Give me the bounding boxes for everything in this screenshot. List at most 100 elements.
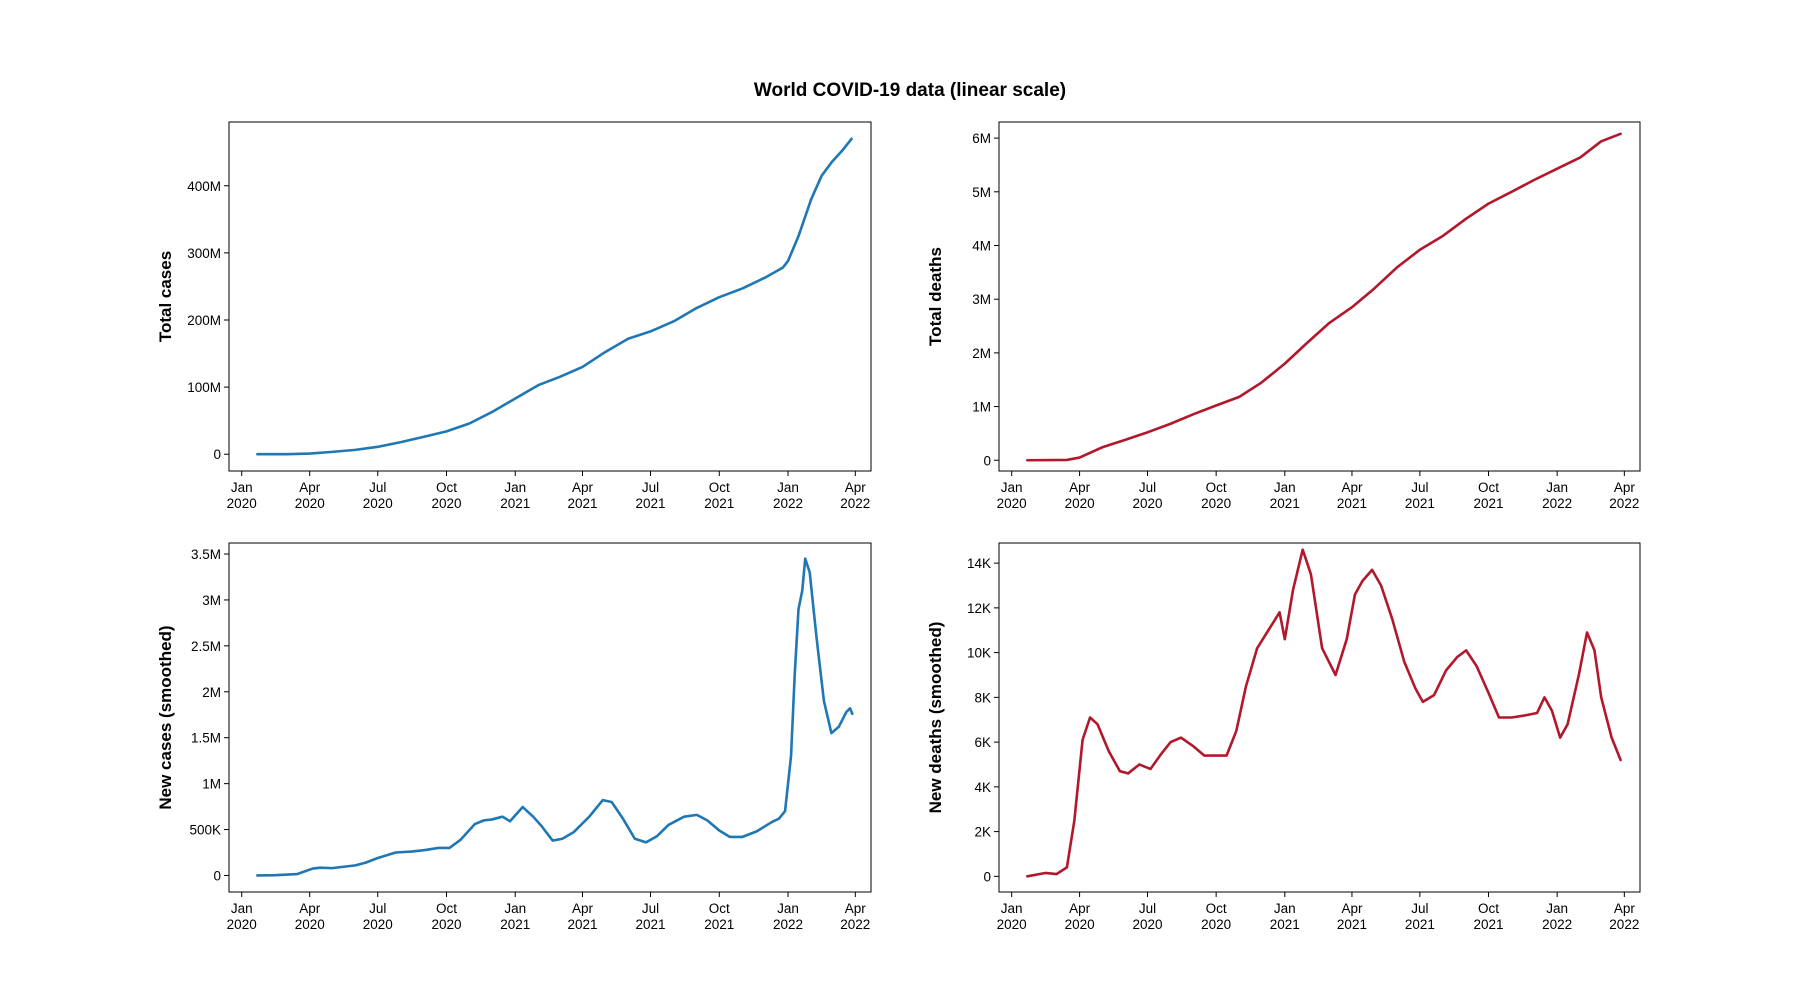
chart-top-right-frame (998, 121, 1641, 472)
chart-bottom-left-ytick-label: 500K (189, 823, 221, 838)
chart-top-right-ylabel: Total deaths (926, 247, 945, 346)
chart-top-right-xtick-label: Jul (1411, 480, 1428, 495)
chart-bottom-left-series-line (256, 557, 854, 877)
chart-top-left-xtick-label: Apr (299, 480, 321, 495)
chart-bottom-right-series-line (1026, 548, 1622, 878)
chart-top-left-xtick-label: Apr (845, 480, 867, 495)
chart-bottom-left-xtick-label: 2022 (840, 917, 870, 932)
chart-top-right-xtick-label: Apr (1614, 480, 1636, 495)
chart-top-left-xtick-label: 2020 (431, 496, 461, 511)
chart-bottom-right-xtick-label: 2020 (1201, 917, 1231, 932)
chart-bottom-left-xtick-label: 2020 (431, 917, 461, 932)
chart-bottom-right-ytick-label: 2K (974, 825, 991, 840)
chart-bottom-left-xtick-label: 2021 (704, 917, 734, 932)
chart-top-right-ytick-label: 1M (972, 400, 991, 415)
chart-bottom-right: 02K4K6K8K10K12K14KJan2020Apr2020Jul2020O… (926, 542, 1641, 932)
chart-top-left-xtick-label: Jan (777, 480, 799, 495)
chart-bottom-left-xtick-label: 2020 (295, 917, 325, 932)
chart-bottom-left-ytick-label: 0 (213, 868, 221, 883)
chart-bottom-left-xtick-label: Apr (572, 901, 594, 916)
chart-top-left-xtick-label: 2020 (227, 496, 257, 511)
chart-top-right-xtick-label: Jan (1274, 480, 1296, 495)
chart-top-right-xtick-label: Jan (1546, 480, 1568, 495)
chart-top-left-series-line (256, 137, 853, 456)
chart-bottom-right-xtick-label: Apr (1069, 901, 1091, 916)
chart-top-left-xtick-label: Oct (436, 480, 457, 495)
chart-bottom-right-xtick-label: Jan (1001, 901, 1023, 916)
chart-bottom-right-xtick-label: 2022 (1542, 917, 1572, 932)
chart-bottom-right-xtick-label: 2020 (1132, 917, 1162, 932)
chart-top-left-xtick-label: 2022 (773, 496, 803, 511)
chart-top-left-xtick-label: Jan (231, 480, 253, 495)
chart-top-right-xtick-label: 2020 (1132, 496, 1162, 511)
chart-bottom-right-xtick-label: Apr (1614, 901, 1636, 916)
chart-bottom-left-xtick-label: 2022 (773, 917, 803, 932)
chart-bottom-right-ylabel: New deaths (smoothed) (926, 622, 945, 814)
chart-top-right-ytick-label: 0 (983, 453, 991, 468)
chart-bottom-right-xtick-label: 2021 (1473, 917, 1503, 932)
chart-top-right-xtick-label: 2020 (1201, 496, 1231, 511)
figure-title: World COVID-19 data (linear scale) (754, 80, 1066, 101)
chart-bottom-left-xtick-label: Apr (299, 901, 321, 916)
chart-bottom-left: 0500K1M1.5M2M2.5M3M3.5MJan2020Apr2020Jul… (156, 542, 872, 932)
chart-bottom-left-ytick-label: 3.5M (191, 547, 221, 562)
chart-bottom-left-xtick-label: 2020 (227, 917, 257, 932)
chart-bottom-left-ylabel: New cases (smoothed) (156, 625, 175, 809)
chart-top-right-xtick-label: 2021 (1270, 496, 1300, 511)
chart-top-right-xtick-label: Oct (1206, 480, 1227, 495)
chart-bottom-left-ytick-label: 1.5M (191, 731, 221, 746)
chart-bottom-right-ytick-label: 0 (983, 869, 991, 884)
chart-top-right-xtick-label: Jul (1139, 480, 1156, 495)
chart-bottom-right-ytick-label: 14K (967, 556, 991, 571)
chart-bottom-right-xtick-label: 2021 (1270, 917, 1300, 932)
chart-bottom-left-ytick-label: 2M (202, 685, 221, 700)
chart-top-left-ytick-label: 100M (187, 380, 221, 395)
chart-bottom-left-xtick-label: Jul (369, 901, 386, 916)
chart-top-right-ytick-label: 2M (972, 346, 991, 361)
chart-bottom-left-xtick-label: Oct (436, 901, 457, 916)
chart-top-right-xtick-label: 2021 (1473, 496, 1503, 511)
chart-bottom-right-ytick-label: 10K (967, 646, 991, 661)
chart-bottom-right-ytick-label: 6K (974, 735, 991, 750)
chart-top-left-xtick-label: Jul (369, 480, 386, 495)
chart-bottom-right-xtick-label: Jul (1139, 901, 1156, 916)
chart-bottom-left-xtick-label: 2021 (500, 917, 530, 932)
chart-top-left-frame (228, 121, 872, 472)
chart-top-right-xtick-label: Apr (1341, 480, 1363, 495)
chart-top-left-xtick-label: Oct (709, 480, 730, 495)
chart-top-left-xtick-label: 2021 (635, 496, 665, 511)
chart-bottom-right-xtick-label: Apr (1341, 901, 1363, 916)
chart-bottom-left-xtick-label: Oct (709, 901, 730, 916)
chart-bottom-right-ytick-label: 4K (974, 780, 991, 795)
chart-bottom-left-xtick-label: 2020 (363, 917, 393, 932)
chart-bottom-left-xtick-label: Apr (845, 901, 867, 916)
chart-top-left-ytick-label: 0 (213, 447, 221, 462)
chart-bottom-right-ytick-label: 12K (967, 601, 991, 616)
chart-top-right-xtick-label: Apr (1069, 480, 1091, 495)
chart-top-right-xtick-label: 2020 (1065, 496, 1095, 511)
chart-bottom-left-xtick-label: Jan (504, 901, 526, 916)
chart-bottom-left-frame (228, 542, 872, 893)
chart-bottom-left-ytick-label: 2.5M (191, 639, 221, 654)
chart-top-left-xtick-label: Apr (572, 480, 594, 495)
chart-top-left-ytick-label: 300M (187, 246, 221, 261)
chart-top-left: 0100M200M300M400MJan2020Apr2020Jul2020Oc… (156, 121, 872, 511)
chart-bottom-right-xtick-label: Oct (1478, 901, 1499, 916)
chart-panels: 0100M200M300M400MJan2020Apr2020Jul2020Oc… (156, 121, 1641, 932)
chart-top-right-series-line (1026, 132, 1622, 462)
chart-bottom-right-ytick-label: 8K (974, 690, 991, 705)
chart-top-right-ytick-label: 4M (972, 238, 991, 253)
chart-top-left-xtick-label: 2021 (704, 496, 734, 511)
chart-top-right-xtick-label: 2020 (997, 496, 1027, 511)
chart-bottom-right-xtick-label: 2022 (1609, 917, 1639, 932)
chart-bottom-right-xtick-label: Oct (1206, 901, 1227, 916)
chart-top-right-xtick-label: Jan (1001, 480, 1023, 495)
chart-top-left-xtick-label: 2020 (295, 496, 325, 511)
chart-top-right-ytick-label: 5M (972, 185, 991, 200)
chart-top-left-xtick-label: 2020 (363, 496, 393, 511)
chart-top-right-xtick-label: Oct (1478, 480, 1499, 495)
chart-top-right: 01M2M3M4M5M6MJan2020Apr2020Jul2020Oct202… (926, 121, 1641, 511)
chart-top-right-xtick-label: 2022 (1542, 496, 1572, 511)
chart-top-right-ytick-label: 6M (972, 131, 991, 146)
chart-bottom-right-xtick-label: 2020 (1065, 917, 1095, 932)
